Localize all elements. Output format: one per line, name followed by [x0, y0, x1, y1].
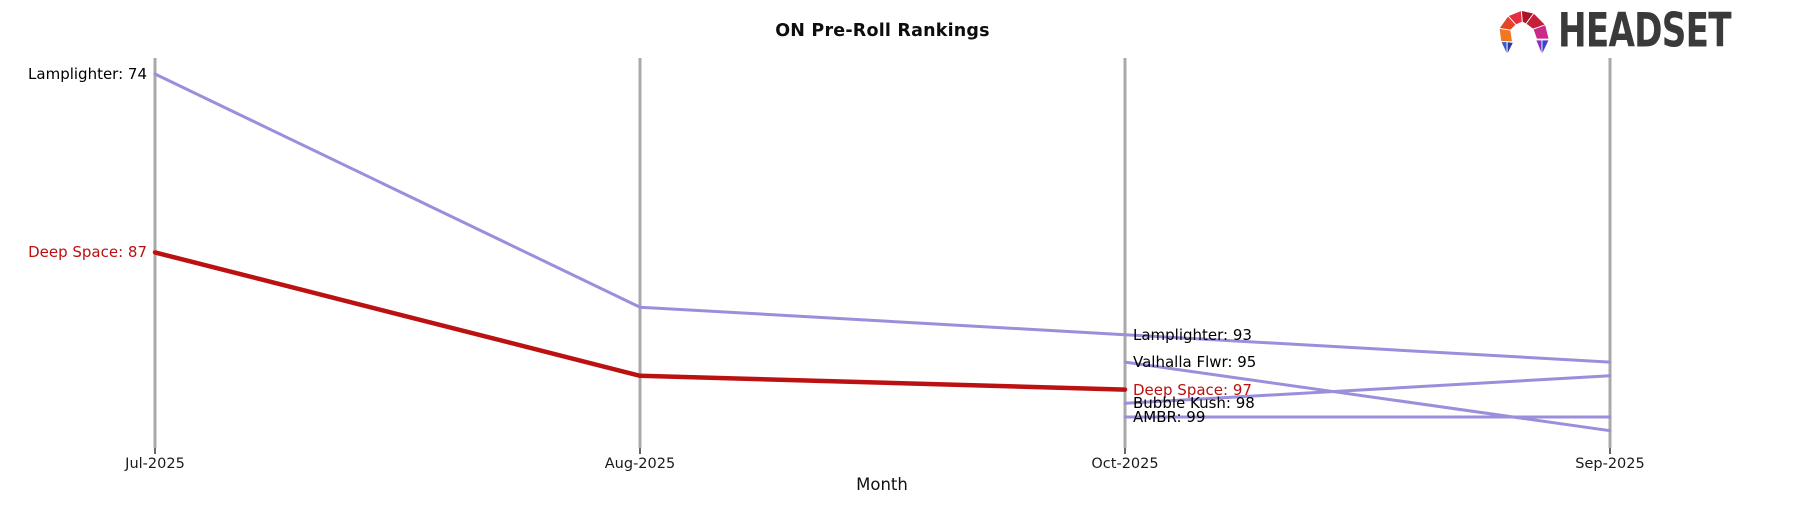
- series-label: Lamplighter: 93: [1133, 325, 1252, 344]
- headset-logo-icon: [1498, 10, 1550, 56]
- series-label: Bubble Kush: 98: [1133, 394, 1255, 413]
- page-title: ON Pre-Roll Rankings: [775, 21, 990, 41]
- x-tick-label: Sep-2025: [1575, 456, 1645, 472]
- series-label: Deep Space: 87: [28, 243, 147, 262]
- series-label: Lamplighter: 74: [28, 65, 147, 83]
- x-axis-title: Month: [856, 475, 908, 494]
- x-tick-label: Oct-2025: [1091, 456, 1159, 472]
- x-tick-label: Jul-2025: [125, 456, 185, 472]
- series-label: AMBR: 99: [1133, 408, 1206, 426]
- headset-logo-text: HEADSET: [1557, 2, 1732, 59]
- series-line-valhalla-flwr: [1123, 360, 1612, 433]
- series-line-deep-space: [152, 250, 1128, 392]
- series-line-bubble-kush: [1123, 374, 1612, 405]
- series-label: Deep Space: 97: [1133, 380, 1252, 399]
- x-tick-label: Aug-2025: [604, 456, 676, 472]
- headset-logo: HEADSET: [1494, 6, 1785, 56]
- series-line-lamplighter: [153, 72, 1612, 364]
- series-label: Valhalla Flwr: 95: [1133, 353, 1257, 372]
